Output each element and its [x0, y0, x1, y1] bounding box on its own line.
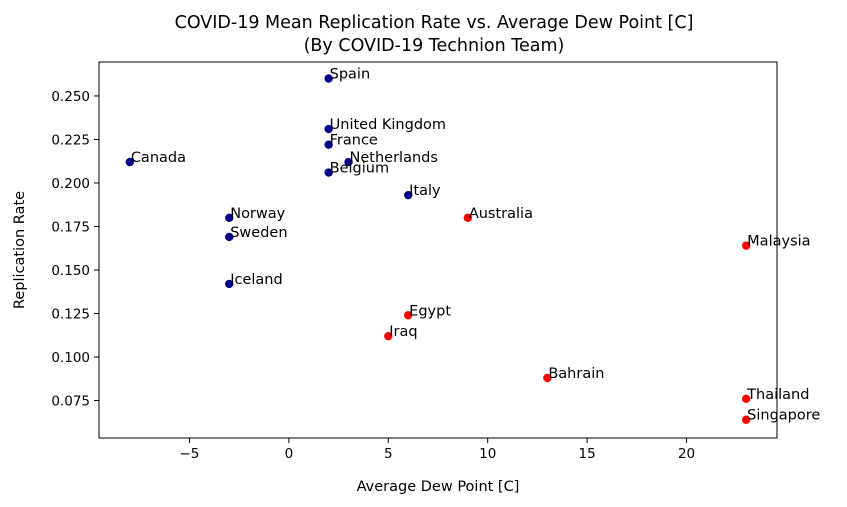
- data-point: [324, 168, 333, 177]
- data-point: [324, 124, 333, 134]
- y-tick-label: 0.175: [51, 220, 90, 236]
- x-tick-label: 10: [479, 446, 496, 462]
- point-label: France: [330, 133, 378, 149]
- point-label: Norway: [230, 206, 285, 222]
- point-label: Singapore: [747, 408, 820, 424]
- point-label: Netherlands: [350, 150, 438, 166]
- point-label: Iraq: [389, 324, 417, 340]
- data-point: [324, 140, 333, 149]
- data-point: [225, 279, 234, 289]
- point-label: Australia: [469, 206, 533, 222]
- point-label: Sweden: [230, 225, 287, 241]
- data-point: [125, 157, 135, 167]
- x-tick-label: −5: [180, 446, 200, 462]
- y-tick-label: 0.225: [51, 132, 90, 148]
- x-tick-label: 5: [384, 446, 393, 462]
- y-axis-label: Replication Rate: [12, 191, 28, 309]
- point-label: Bahrain: [548, 366, 604, 382]
- data-point: [543, 373, 552, 383]
- point-label: Iceland: [230, 272, 282, 288]
- point-label: Canada: [131, 150, 186, 166]
- data-point: [324, 74, 333, 83]
- point-label: Thailand: [746, 387, 809, 403]
- chart-title: COVID-19 Mean Replication Rate vs. Avera…: [175, 13, 694, 33]
- point-label: Italy: [409, 183, 441, 199]
- chart-subtitle: (By COVID-19 Technion Team): [304, 36, 565, 56]
- data-point: [463, 213, 473, 222]
- point-label: Egypt: [409, 303, 451, 319]
- plot-frame: [98, 61, 778, 439]
- x-tick-label: 0: [285, 446, 294, 462]
- x-axis-label: Average Dew Point [C]: [357, 479, 520, 495]
- y-tick-label: 0.150: [51, 263, 90, 279]
- data-point: [403, 190, 413, 200]
- x-tick-label: 20: [678, 446, 695, 462]
- data-point: [741, 394, 751, 404]
- data-point: [384, 331, 393, 341]
- y-tick-label: 0.075: [51, 394, 90, 410]
- y-tick-label: 0.200: [51, 176, 90, 192]
- y-tick-label: 0.250: [51, 89, 90, 105]
- data-point: [741, 415, 751, 424]
- data-point: [225, 213, 234, 222]
- data-point: [225, 232, 234, 242]
- point-label: Spain: [330, 67, 371, 83]
- point-label: Belgium: [330, 161, 389, 177]
- x-tick-label: 15: [579, 446, 596, 462]
- y-tick-label: 0.125: [51, 307, 90, 323]
- plot-area: −5 0 5 10 15 20 0.075 0.100 0.125 0.150 0.175 0.200…: [51, 67, 820, 462]
- point-label: Malaysia: [747, 234, 810, 250]
- data-point: [741, 241, 751, 250]
- data-point: [344, 157, 353, 167]
- y-tick-label: 0.100: [51, 350, 90, 366]
- data-point: [403, 311, 413, 320]
- point-label: United Kingdom: [330, 117, 446, 133]
